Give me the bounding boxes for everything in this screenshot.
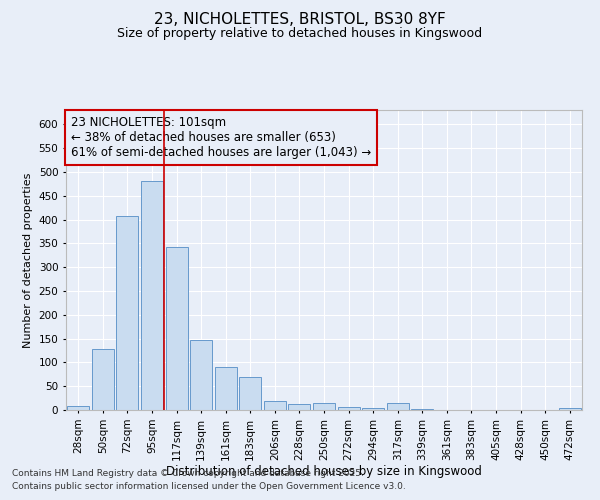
Bar <box>239 376 262 410</box>
Bar <box>116 216 139 410</box>
Bar <box>411 408 433 410</box>
Bar <box>141 182 163 410</box>
X-axis label: Distribution of detached houses by size in Kingswood: Distribution of detached houses by size … <box>166 466 482 478</box>
Bar <box>67 406 89 410</box>
Bar <box>264 402 286 410</box>
Bar <box>338 406 359 410</box>
Y-axis label: Number of detached properties: Number of detached properties <box>23 172 33 348</box>
Text: 23, NICHOLETTES, BRISTOL, BS30 8YF: 23, NICHOLETTES, BRISTOL, BS30 8YF <box>154 12 446 28</box>
Text: Size of property relative to detached houses in Kingswood: Size of property relative to detached ho… <box>118 28 482 40</box>
Bar <box>289 404 310 410</box>
Bar <box>92 349 114 410</box>
Bar <box>386 403 409 410</box>
Text: 23 NICHOLETTES: 101sqm
← 38% of detached houses are smaller (653)
61% of semi-de: 23 NICHOLETTES: 101sqm ← 38% of detached… <box>71 116 371 159</box>
Bar <box>166 246 188 410</box>
Bar <box>313 403 335 410</box>
Bar <box>559 408 581 410</box>
Bar <box>190 340 212 410</box>
Bar <box>215 367 237 410</box>
Bar <box>362 408 384 410</box>
Text: Contains HM Land Registry data © Crown copyright and database right 2025.: Contains HM Land Registry data © Crown c… <box>12 468 364 477</box>
Text: Contains public sector information licensed under the Open Government Licence v3: Contains public sector information licen… <box>12 482 406 491</box>
